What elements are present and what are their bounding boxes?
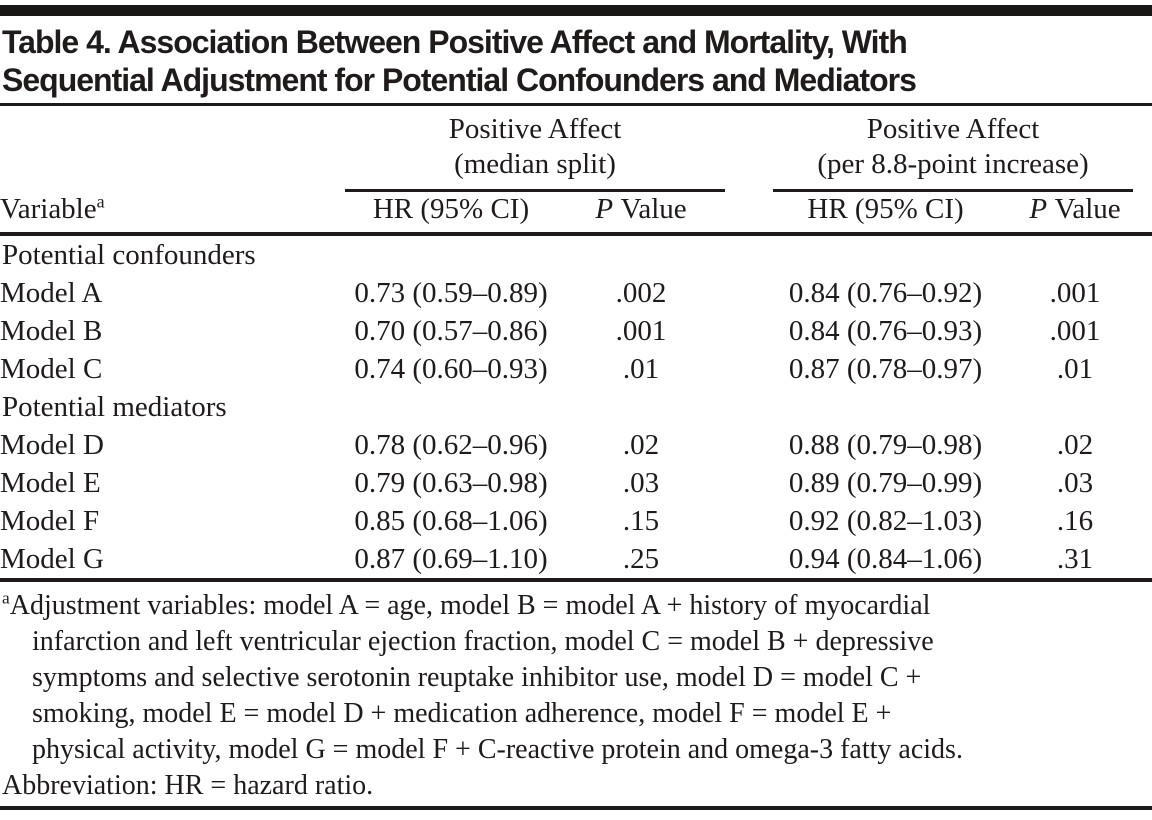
top-rule-bar — [0, 5, 1152, 16]
section-label: Potential confounders — [2, 239, 256, 271]
spanner2-line-2: (per 8.8-point increase) — [817, 148, 1089, 180]
footnote-line-4: smoking, model E = model D + medication … — [32, 698, 892, 729]
p-value-column-header-2: P Value — [998, 192, 1152, 236]
gap-cell — [725, 274, 773, 312]
variable-column-header: Variablea — [0, 191, 345, 236]
gap-cell — [725, 312, 773, 350]
p-value-cell: .02 — [622, 429, 660, 461]
footnote-line-1: aAdjustment variables: model A = age, mo… — [2, 588, 931, 621]
footnote-abbreviation-line: Abbreviation: HR = hazard ratio. — [2, 770, 374, 801]
p-value-cell: .15 — [622, 505, 660, 537]
p-value-cell: .03 — [1056, 467, 1094, 499]
table-row-model-e: Model E 0.79 (0.63–0.98) .03 0.89 (0.79–… — [0, 464, 1152, 502]
hr-ci-cell: 0.87 (0.78–0.97) — [788, 353, 983, 385]
footnote-line-2: infarction and left ventricular ejection… — [32, 626, 934, 657]
variable-cell: Model B — [0, 315, 103, 347]
hr-ci-cell: 0.78 (0.62–0.96) — [354, 429, 548, 461]
p-value-cell: .01 — [622, 353, 660, 385]
hr-ci-cell: 0.92 (0.82–1.03) — [788, 505, 983, 537]
hr-ci-cell: 0.85 (0.68–1.06) — [354, 505, 548, 537]
variable-cell: Model D — [0, 429, 104, 461]
bottom-rule-bar — [0, 806, 1152, 810]
gap-cell — [725, 426, 773, 464]
spanner1-line-1: Positive Affect — [448, 113, 622, 145]
variable-cell: Model G — [0, 540, 345, 582]
column-header-row: Variablea HR (95% CI) P Value HR (95% CI)… — [0, 191, 1152, 236]
spanner-group-per-8-8-point: Positive Affect (per 8.8-point increase) — [773, 106, 1152, 192]
p-value-cell: .02 — [1056, 429, 1094, 461]
hr-ci-cell: 0.74 (0.60–0.93) — [354, 353, 548, 385]
spanner-gap — [725, 106, 773, 192]
hr-ci-cell: 0.88 (0.79–0.98) — [788, 429, 983, 461]
p-value-cell: .001 — [1049, 315, 1101, 347]
table-title-line-2: Sequential Adjustment for Potential Conf… — [2, 62, 917, 98]
hr-ci-cell: 0.89 (0.79–0.99) — [788, 467, 983, 499]
spanner-row: Positive Affect (median split) Positive … — [0, 106, 1152, 192]
hr-ci-cell: 0.79 (0.63–0.98) — [354, 467, 548, 499]
gap-cell — [725, 464, 773, 502]
p-value-cell: .03 — [622, 467, 660, 499]
section-row-confounders: Potential confounders — [0, 234, 1152, 274]
hr-ci-cell: 0.87 (0.69–1.10) — [345, 540, 557, 582]
variable-footnote-marker: a — [96, 191, 105, 212]
hr-ci-cell: 0.94 (0.84–1.06) — [773, 540, 999, 582]
section-row-mediators: Potential mediators — [0, 388, 1152, 426]
footnote-line-3: symptoms and selective serotonin reuptak… — [32, 662, 922, 693]
p-value-cell: .25 — [557, 540, 726, 582]
table-row-model-c: Model C 0.74 (0.60–0.93) .01 0.87 (0.78–… — [0, 350, 1152, 388]
p-value-cell: .01 — [1056, 353, 1094, 385]
spanner1-line-2: (median split) — [454, 148, 616, 180]
hr-ci-column-header-1: HR (95% CI) — [345, 192, 557, 236]
gap-cell — [725, 540, 774, 582]
footnote-marker: a — [2, 588, 10, 608]
table-row-model-b: Model B 0.70 (0.57–0.86) .001 0.84 (0.76… — [0, 312, 1152, 350]
section-label: Potential mediators — [2, 391, 227, 423]
table-row-model-f: Model F 0.85 (0.68–1.06) .15 0.92 (0.82–… — [0, 502, 1152, 540]
variable-cell: Model E — [0, 467, 101, 499]
header-gap — [725, 192, 774, 236]
table-row-model-d: Model D 0.78 (0.62–0.96) .02 0.88 (0.79–… — [0, 426, 1152, 464]
gap-cell — [725, 350, 773, 388]
spanner2-line-1: Positive Affect — [866, 113, 1040, 145]
variable-cell: Model A — [0, 277, 103, 309]
hr-ci-cell: 0.73 (0.59–0.89) — [354, 277, 548, 309]
p-value-cell: .001 — [615, 315, 667, 347]
hr-ci-column-header-2: HR (95% CI) — [773, 192, 999, 236]
hr-ci-cell: 0.84 (0.76–0.93) — [788, 315, 983, 347]
table-title: Table 4. Association Between Positive Af… — [0, 16, 1152, 103]
p-value-column-header-1: P Value — [557, 192, 726, 236]
footnote-line-5: physical activity, model G = model F + C… — [32, 734, 963, 765]
p-value-cell: .16 — [1056, 505, 1094, 537]
p-value-cell: .31 — [998, 540, 1152, 582]
table-row-model-g: Model G 0.87 (0.69–1.10) .25 0.94 (0.84–… — [0, 540, 1152, 582]
results-table: Positive Affect (median split) Positive … — [0, 106, 1152, 582]
hr-ci-cell: 0.70 (0.57–0.86) — [354, 315, 548, 347]
p-value-cell: .001 — [1049, 277, 1101, 309]
hr-ci-cell: 0.84 (0.76–0.92) — [788, 277, 983, 309]
table-title-line-1: Table 4. Association Between Positive Af… — [2, 24, 908, 60]
variable-cell: Model C — [0, 353, 103, 385]
gap-cell — [725, 502, 773, 540]
table-row-model-a: Model A 0.73 (0.59–0.89) .002 0.84 (0.76… — [0, 274, 1152, 312]
table-footnote: aAdjustment variables: model A = age, mo… — [0, 582, 1152, 804]
spanner-spacer — [0, 106, 345, 192]
title-divider-rule — [0, 103, 1152, 106]
p-value-cell: .002 — [615, 277, 667, 309]
variable-cell: Model F — [0, 505, 100, 537]
spanner-group-median-split: Positive Affect (median split) — [345, 106, 726, 192]
